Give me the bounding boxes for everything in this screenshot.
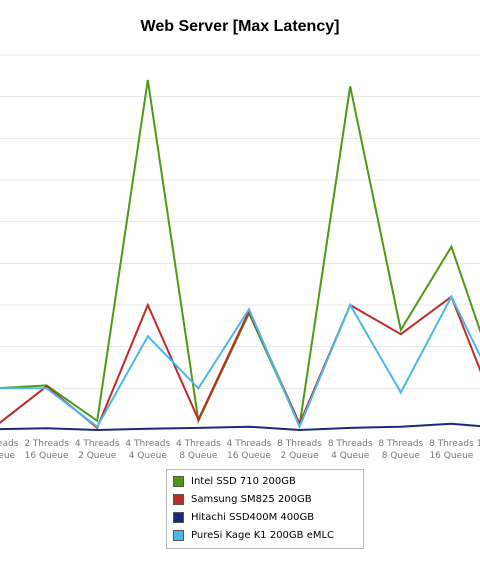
legend-item-intel: Intel SSD 710 200GB [173, 474, 296, 488]
series-line-3 [0, 294, 480, 430]
legend-swatch [173, 475, 184, 487]
x-tick-label: 8 Threads 4 Queue [328, 439, 373, 461]
legend: Intel SSD 710 200GB Samsung SM825 200GB … [166, 469, 364, 549]
legend-swatch [173, 529, 184, 541]
x-tick-label: 8 Threads 2 Queue [277, 439, 322, 461]
series-lines [0, 79, 480, 432]
x-tick-label: 8 Threads 8 Queue [378, 439, 423, 461]
x-tick-label: 2 Threads 16 Queue [24, 439, 69, 461]
legend-swatch [173, 511, 184, 523]
chart-title: Web Server [Max Latency] [140, 18, 340, 35]
x-tick-label: 4 Threads 8 Queue [176, 439, 221, 461]
legend-item-puresi: PureSi Kage K1 200GB eMLC [173, 528, 334, 542]
legend-label: Intel SSD 710 200GB [191, 475, 296, 487]
gridlines [0, 54, 480, 389]
series-line-0 [0, 79, 480, 429]
x-tick-label: 8 Threads 16 Queue [429, 439, 474, 461]
legend-item-hitachi: Hitachi SSD400M 400GB [173, 510, 314, 524]
legend-label: PureSi Kage K1 200GB eMLC [191, 529, 335, 541]
x-tick-label: 4 Threads 2 Queue [75, 439, 120, 461]
x-tick-label: 4 Threads 4 Queue [125, 439, 170, 461]
legend-item-samsung: Samsung SM825 200GB [173, 492, 312, 506]
series-line-2 [0, 422, 480, 432]
legend-label: Hitachi SSD400M 400GB [191, 511, 315, 523]
x-tick-label: 4 Threads 16 Queue [227, 439, 272, 461]
legend-label: Samsung SM825 200GB [191, 493, 312, 505]
legend-swatch [173, 493, 184, 505]
